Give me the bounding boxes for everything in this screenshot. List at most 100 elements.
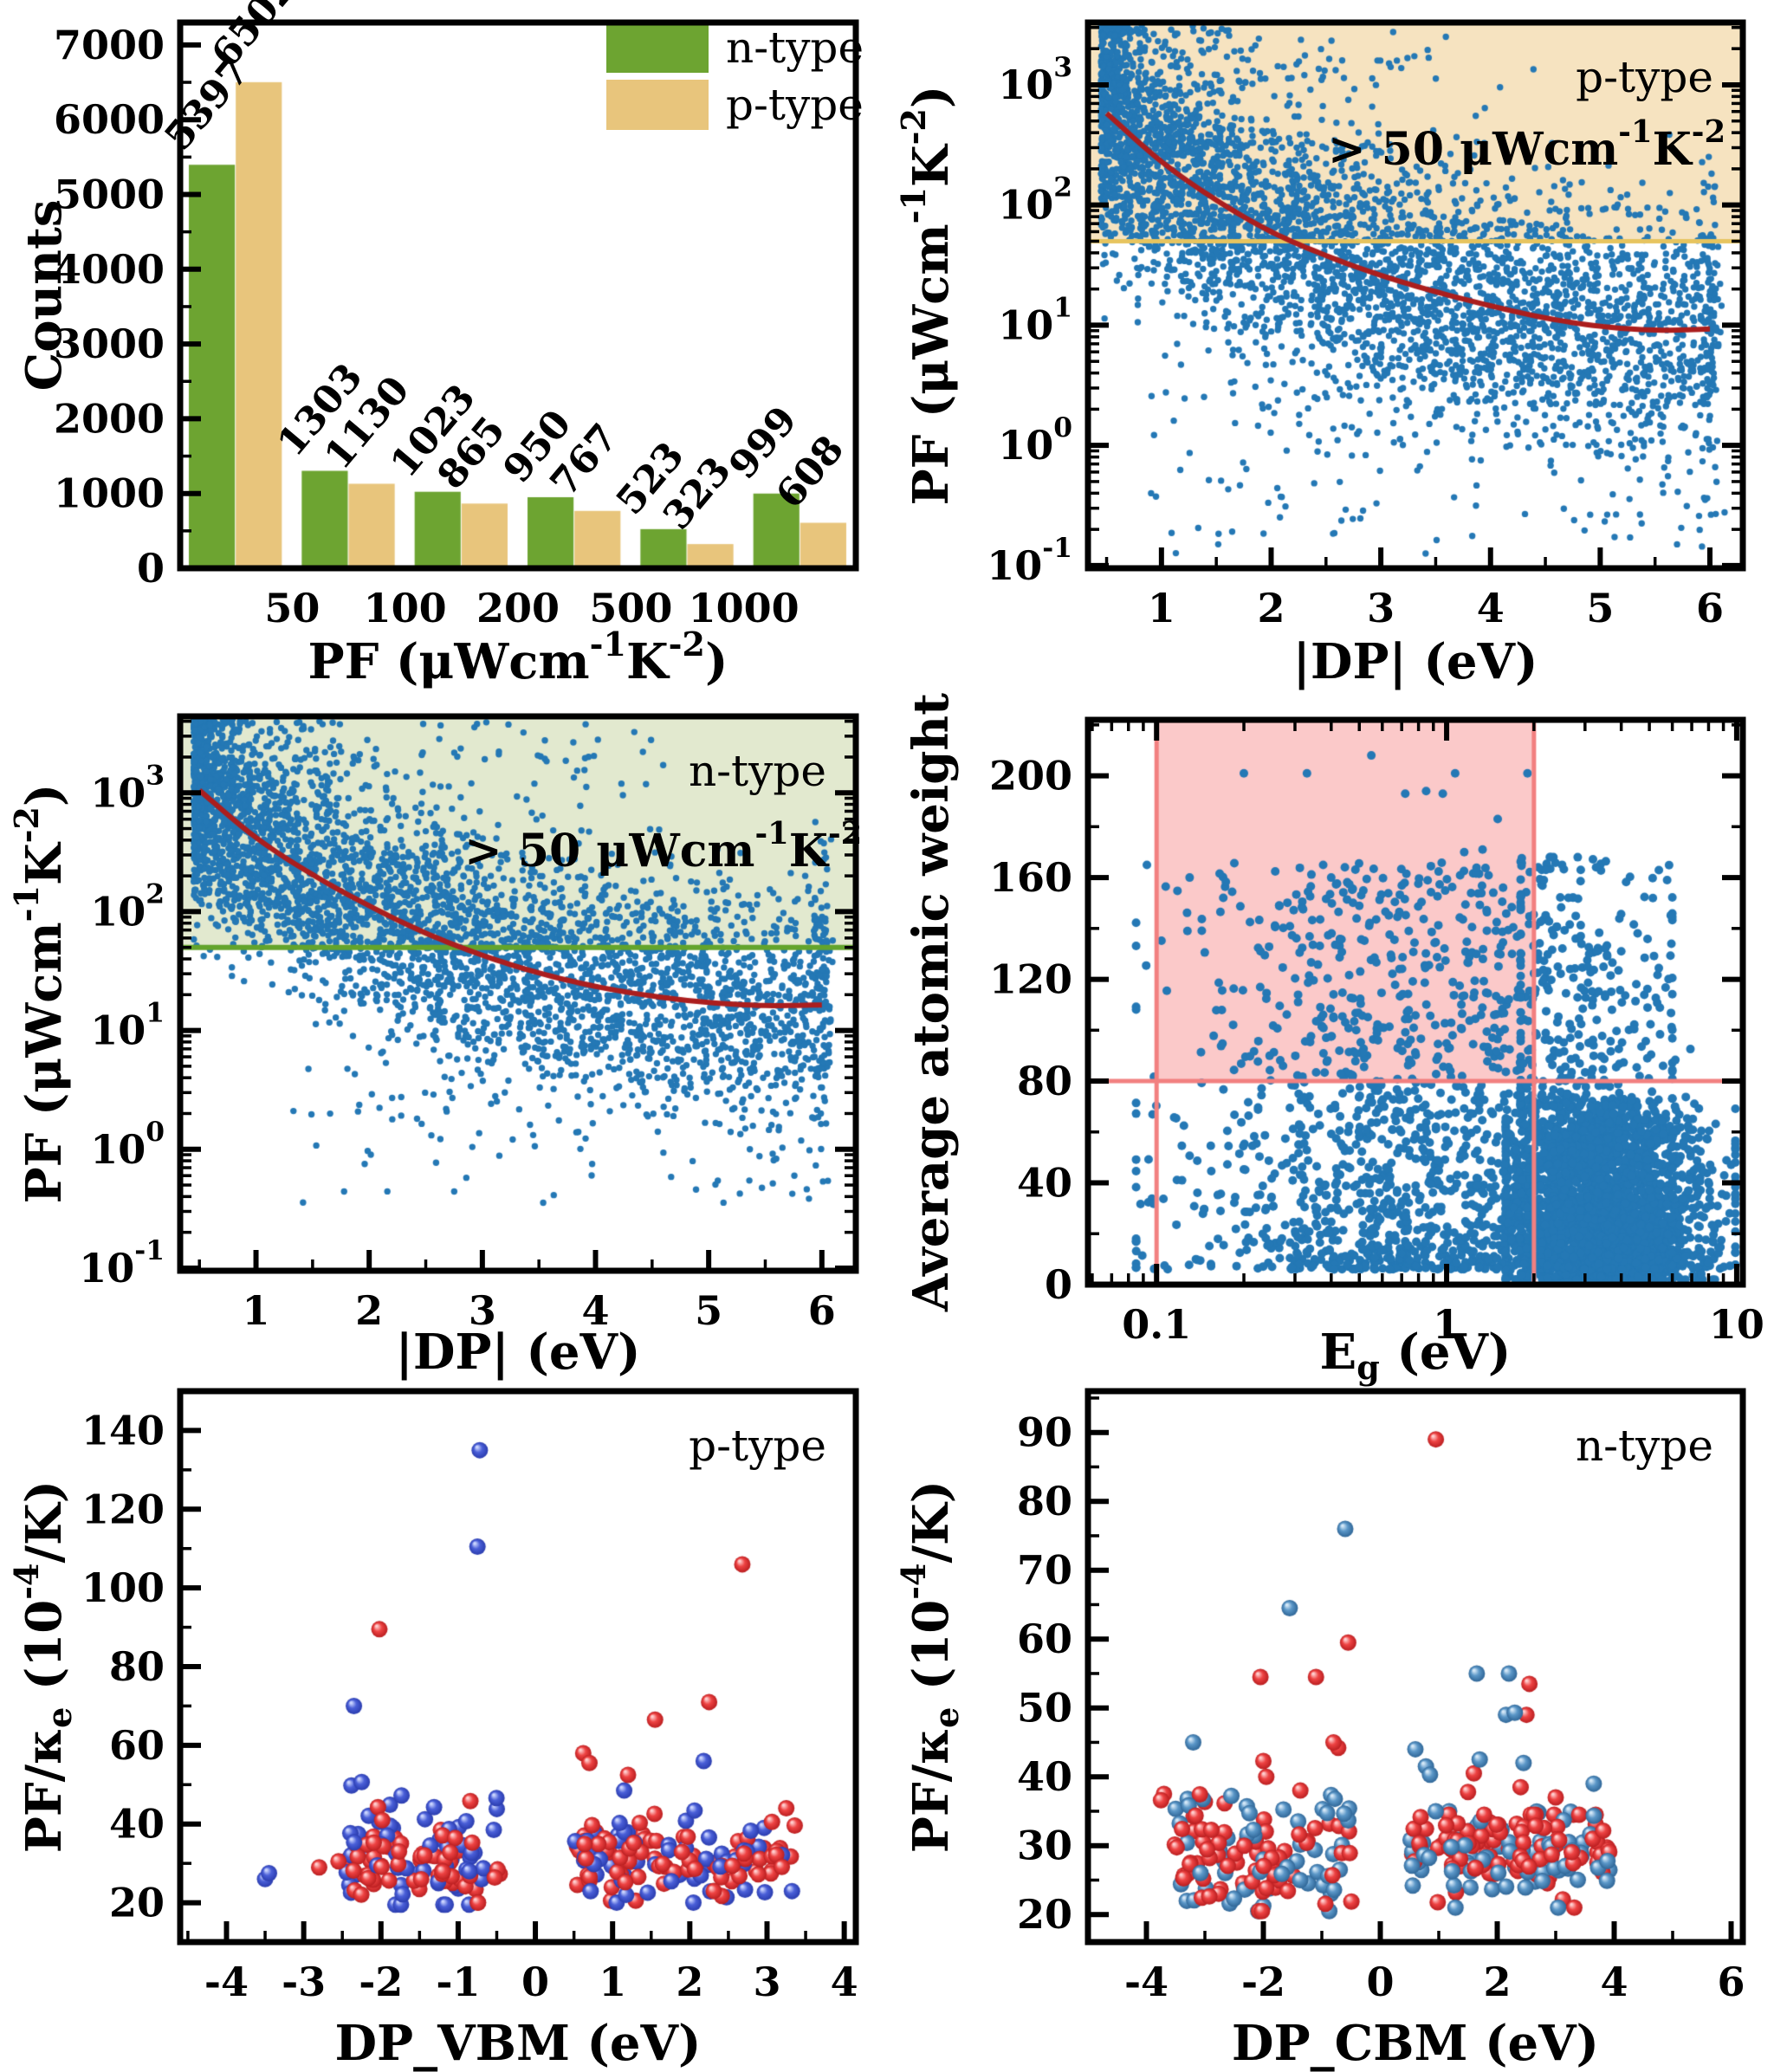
y-tick-label: 40 [1017, 1160, 1072, 1207]
legend-swatch-n-type [606, 23, 709, 73]
x-tick-label: 1 [1433, 1301, 1460, 1348]
x-tick-label: -2 [359, 1959, 403, 2005]
y-tick-label: 30 [1017, 1823, 1072, 1869]
pf-histogram-points-canvas [0, 0, 887, 690]
x-tick-label: 4 [581, 1287, 609, 1334]
panel-pfke-vbm-ptype: -4 -3 -2 -1 0 1 2 3 4 20 40 60 80 100 120 140 DP_VBM (eV… [0, 1381, 887, 2072]
y-tick-label: 10-1 [79, 1235, 165, 1292]
y-tick-label: 100 [90, 1117, 165, 1173]
y-tick-label: 120 [81, 1486, 165, 1532]
x-tick-label: 10 [1709, 1301, 1764, 1348]
x-tick-label: 4 [1477, 585, 1505, 631]
y-tick-label: 40 [109, 1801, 165, 1848]
x-tick-label: 6 [808, 1287, 836, 1334]
x-tick-label: 5 [1586, 585, 1614, 631]
x-axis-title: |DP| (eV) [396, 1324, 641, 1381]
pfke-cbm-ntype-points-canvas [887, 1381, 1774, 2072]
y-tick-label: 102 [90, 878, 165, 935]
x-tick-label: 4 [1600, 1959, 1628, 2005]
y-tick-label: 100 [81, 1564, 165, 1611]
x-tick-label: 2 [1483, 1959, 1511, 2005]
y-tick-label: 4000 [54, 246, 165, 293]
plot-corner-label: p-type [1576, 52, 1713, 102]
y-tick-label: 60 [109, 1722, 165, 1769]
x-axis-title: PF (μWcm-1K-2) [308, 625, 728, 690]
x-axis-title: DP_VBM (eV) [334, 2015, 701, 2072]
pfke-cbm-ntype-axes-svg: -4 -2 0 2 4 6 20 30 40 50 60 70 80 90 DP_CBM (eV) PF/κe… [894, 1388, 1746, 2072]
y-tick-label: 1000 [54, 470, 165, 517]
pf-dp-ptype-points-canvas [887, 0, 1774, 690]
y-axis-title: Counts [16, 200, 73, 392]
legend-label-n-type: n-type [726, 23, 864, 73]
panel-pf-histogram: 5397 6502 50 1303 1130 100 1023 865 200 950 767 500… [0, 0, 887, 690]
pf-dp-ntype-axes-svg: 1 2 3 4 5 6 10-1 100 101 102 103 |DP| (eV) PF (μWcm-… [7, 713, 862, 1381]
y-tick-label: 100 [998, 412, 1072, 469]
y-tick-label: 3000 [54, 321, 165, 367]
x-tick-label: 100 [364, 585, 447, 631]
panel-pf-dp-ntype: 1 2 3 4 5 6 10-1 100 101 102 103 |DP| (eV) PF (μWcm-… [0, 690, 887, 1381]
y-tick-label: 50 [1017, 1685, 1072, 1732]
y-tick-label: 10-1 [987, 533, 1072, 589]
plot-frame [177, 713, 859, 1274]
y-tick-label: 2000 [54, 395, 165, 442]
x-tick-label: 0 [521, 1959, 549, 2005]
panel-pfke-cbm-ntype: -4 -2 0 2 4 6 20 30 40 50 60 70 80 90 DP_CBM (eV) PF/κe… [887, 1381, 1774, 2072]
x-tick-label: 3 [753, 1959, 780, 2005]
y-tick-label: 6000 [54, 96, 165, 143]
x-tick-label: 5 [695, 1287, 722, 1334]
y-tick-label: 160 [989, 854, 1072, 901]
x-tick-label: -1 [436, 1959, 480, 2005]
y-tick-label: 103 [90, 760, 165, 816]
x-tick-label: 3 [1367, 585, 1395, 631]
threshold-annotation: > 50 μWcm-1K-2 [464, 816, 862, 877]
y-tick-label: 0 [1045, 1261, 1072, 1308]
pf-dp-ptype-axes-svg: 1 2 3 4 5 6 10-1 100 101 102 103 |DP| (eV) PF (μWcm-… [894, 19, 1746, 690]
x-tick-label: 1 [599, 1959, 626, 2005]
x-tick-label: -3 [282, 1959, 326, 2005]
y-tick-label: 7000 [54, 22, 165, 68]
y-tick-label: 102 [998, 172, 1072, 229]
panel-pf-dp-ptype: 1 2 3 4 5 6 10-1 100 101 102 103 |DP| (eV) PF (μWcm-… [887, 0, 1774, 690]
x-axis-title: DP_CBM (eV) [1232, 2015, 1599, 2072]
x-tick-label: 2 [355, 1287, 383, 1334]
y-tick-label: 90 [1017, 1409, 1072, 1456]
x-tick-label: 50 [264, 585, 320, 631]
y-axis-title: PF/κe (10-4/K) [894, 1480, 966, 1853]
x-tick-label: 4 [831, 1959, 858, 2005]
y-tick-label: 80 [109, 1643, 165, 1690]
x-axis-title: Eg (eV) [1320, 1324, 1512, 1387]
y-tick-label: 20 [1017, 1891, 1072, 1938]
x-tick-label: 1 [1148, 585, 1175, 631]
y-tick-label: 103 [998, 52, 1072, 108]
y-tick-label: 0 [137, 545, 165, 592]
y-tick-label: 70 [1017, 1547, 1072, 1594]
y-axis-title: PF (μWcm-1K-2) [7, 784, 73, 1204]
threshold-annotation: > 50 μWcm-1K-2 [1328, 114, 1725, 176]
x-tick-label: 0 [1366, 1959, 1394, 2005]
pfke-vbm-ptype-points-canvas [0, 1381, 887, 2072]
y-tick-label: 200 [989, 753, 1072, 800]
legend-label-p-type: p-type [726, 80, 864, 130]
plot-frame [177, 19, 859, 572]
y-tick-label: 60 [1017, 1616, 1072, 1662]
x-tick-label: -2 [1241, 1959, 1285, 2005]
x-tick-label: 3 [469, 1287, 496, 1334]
y-tick-label: 140 [81, 1407, 165, 1454]
x-tick-label: 1 [243, 1287, 270, 1334]
weight-eg-axes-svg: 0.1 1 10 0 40 80 120 160 200 Eg (eV) Average atomi… [903, 693, 1764, 1387]
y-tick-label: 101 [998, 292, 1072, 348]
plot-frame [1084, 19, 1746, 572]
x-tick-label: 500 [589, 585, 672, 631]
plot-frame [1084, 1388, 1746, 1946]
pf-histogram-axes-svg: 5397650250130311301001023865200950767500… [16, 0, 864, 690]
y-tick-label: 40 [1017, 1753, 1072, 1800]
x-tick-label: 0.1 [1122, 1301, 1191, 1348]
plot-corner-label: n-type [1576, 1421, 1713, 1471]
x-tick-label: 1000 [689, 585, 800, 631]
y-tick-label: 101 [90, 998, 165, 1054]
x-tick-label: 6 [1696, 585, 1724, 631]
x-tick-label: -4 [204, 1959, 249, 2005]
weight-eg-points-canvas [887, 690, 1774, 1381]
panel-weight-eg: 0.1 1 10 0 40 80 120 160 200 Eg (eV) Average atomi… [887, 690, 1774, 1387]
